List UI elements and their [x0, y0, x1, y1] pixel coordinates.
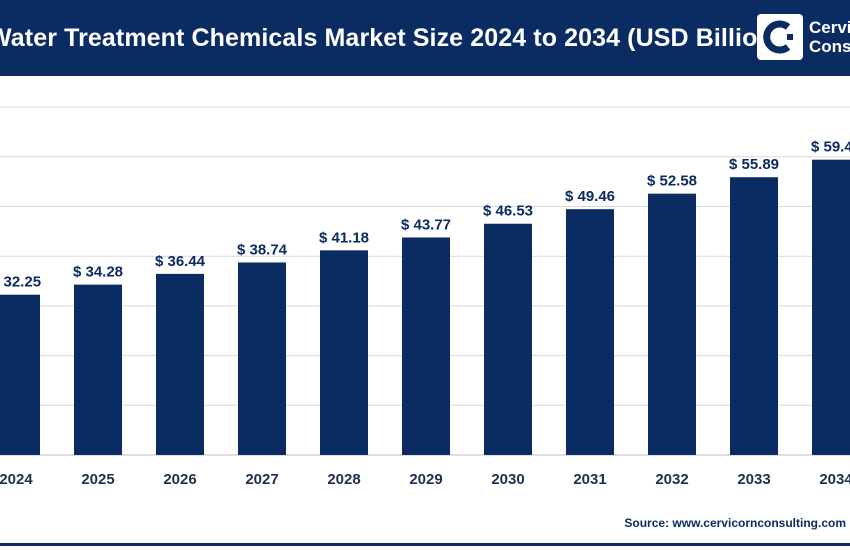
data-label-2030: $ 46.53 — [483, 203, 533, 220]
bar-2026 — [156, 273, 204, 455]
header-banner: Water Treatment Chemicals Market Size 20… — [0, 0, 850, 76]
data-label-2024: $ 32.25 — [0, 274, 41, 291]
bar-2030 — [484, 223, 532, 455]
x-tick-label-2026: 2026 — [163, 471, 196, 488]
footer-divider — [0, 543, 850, 546]
bar-2024 — [0, 294, 40, 455]
data-label-2028: $ 41.18 — [319, 229, 369, 246]
data-label-2029: $ 43.77 — [401, 216, 451, 233]
data-label-2027: $ 38.74 — [237, 241, 288, 258]
x-tick-label-2025: 2025 — [81, 471, 114, 488]
data-label-2034: $ 59.42 — [811, 139, 850, 156]
logo-wordmark: Cervicorn Consulting — [809, 18, 850, 56]
x-tick-label-2028: 2028 — [327, 471, 360, 488]
bar-2032 — [648, 193, 696, 455]
source-note: Source: www.cervicornconsulting.com — [624, 516, 846, 530]
bar-2034 — [812, 159, 850, 455]
x-tick-label-2029: 2029 — [409, 471, 442, 488]
x-tick-label-2024: 2024 — [0, 471, 33, 488]
bar-chart: $ 32.25 2024 $ 34.28 2025 $ 36.44 2026 $ 38.74… — [0, 106, 850, 488]
x-tick-label-2032: 2032 — [655, 471, 688, 488]
logo-text-line1: Cervicorn — [809, 18, 850, 37]
chart-title: Water Treatment Chemicals Market Size 20… — [0, 24, 782, 52]
bar-2028 — [320, 250, 368, 455]
cervicorn-c-logo-icon — [757, 14, 803, 60]
data-label-2025: $ 34.28 — [73, 264, 123, 281]
data-label-2031: $ 49.46 — [565, 188, 615, 205]
logo-text-line2: Consulting — [809, 37, 850, 56]
x-tick-label-2034: 2034 — [819, 471, 850, 488]
x-tick-label-2031: 2031 — [573, 471, 606, 488]
data-label-2026: $ 36.44 — [155, 253, 206, 270]
data-label-2033: $ 55.89 — [729, 156, 779, 173]
bar-2031 — [566, 209, 614, 455]
data-label-2032: $ 52.58 — [647, 173, 697, 190]
bar-2029 — [402, 237, 450, 455]
bar-2033 — [730, 177, 778, 456]
bar-2025 — [74, 284, 122, 455]
x-tick-label-2030: 2030 — [491, 471, 524, 488]
company-logo: Cervicorn Consulting — [757, 14, 850, 62]
bar-2027 — [238, 262, 286, 455]
x-tick-label-2027: 2027 — [245, 471, 278, 488]
x-tick-label-2033: 2033 — [737, 471, 770, 488]
